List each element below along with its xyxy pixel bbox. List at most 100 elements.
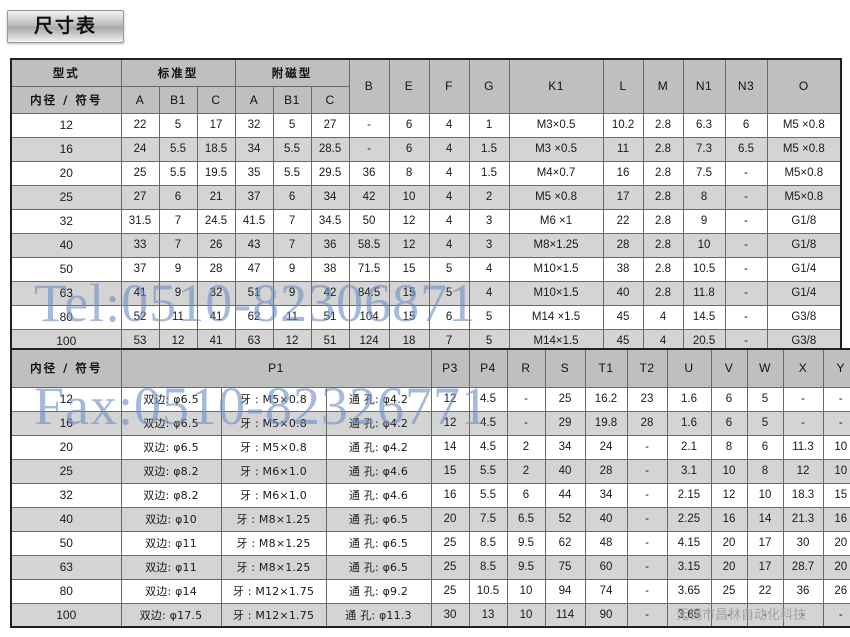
cell-value: 6 xyxy=(746,434,784,460)
cell-value: 14 xyxy=(746,506,784,532)
cell-value: M5 ×0.8 xyxy=(766,136,842,162)
cell-value: 25 xyxy=(120,160,160,186)
header-row-mounting: 内径 / 符号 P1 P3 P4 R S T1 T2 U V W X Y xyxy=(10,348,850,388)
cell-value: 29 xyxy=(544,410,586,436)
cell-value: - xyxy=(822,602,850,628)
cell-value: - xyxy=(724,256,768,282)
cell-p1-part-2: 牙 : M12×1.75 xyxy=(220,578,327,604)
cell-p1-part-3: 通 孔: φ6.5 xyxy=(325,530,432,556)
header-col-P1: P1 xyxy=(120,348,432,388)
cell-value: 10 xyxy=(822,434,850,460)
cell-value: - xyxy=(782,386,824,412)
cell-bore-size: 12 xyxy=(10,112,122,138)
cell-value: 90 xyxy=(584,602,628,628)
cell-value: 34.5 xyxy=(310,208,350,234)
cell-value: 33 xyxy=(120,232,160,258)
cell-bore-size: 25 xyxy=(10,184,122,210)
cell-bore-size: 32 xyxy=(10,208,122,234)
header-col-O: O xyxy=(766,58,842,114)
header-col-X: X xyxy=(782,348,824,388)
cell-value: 20 xyxy=(822,554,850,580)
cell-value: - xyxy=(626,434,668,460)
cell-value: 48 xyxy=(584,530,628,556)
cell-p1-part-1: 双边: φ6.5 xyxy=(120,386,222,412)
cell-value: 22 xyxy=(602,208,644,234)
cell-value: - xyxy=(348,112,390,138)
cell-value: 3.65 xyxy=(666,578,712,604)
cell-value: 4 xyxy=(428,232,470,258)
cell-value: 7 xyxy=(158,208,198,234)
cell-value: M6 ×1 xyxy=(508,208,604,234)
cell-p1-part-2: 牙 : M8×1.25 xyxy=(220,554,327,580)
cell-value: 4.15 xyxy=(666,530,712,556)
cell-p1-part-3: 通 孔: φ9.2 xyxy=(325,578,432,604)
cell-bore-size: 80 xyxy=(10,578,122,604)
cell-value: 12 xyxy=(388,208,430,234)
cell-value: 3.1 xyxy=(666,458,712,484)
header-col-B: B xyxy=(348,58,390,114)
cell-value: 51 xyxy=(310,304,350,330)
cell-value: 1.6 xyxy=(666,386,712,412)
cell-value: 94 xyxy=(544,578,586,604)
cell-value: 22 xyxy=(120,112,160,138)
cell-p1-part-1: 双边: φ6.5 xyxy=(120,410,222,436)
header-mag-C: C xyxy=(310,85,350,114)
cell-value: 6 xyxy=(388,112,430,138)
cell-value: 6 xyxy=(710,386,748,412)
table-row: 16 24 5.5 18.5 34 5.5 28.5-6 4 1.5 M3 ×0.5 11 2.8 7.… xyxy=(10,136,842,162)
cell-value: 45 xyxy=(602,304,644,330)
header-col-L: L xyxy=(602,58,644,114)
cell-value: 9 xyxy=(158,280,198,306)
cell-value: 17 xyxy=(746,530,784,556)
cell-value: M5 ×0.8 xyxy=(766,112,842,138)
cell-value: 42 xyxy=(348,184,390,210)
cell-value: 29.5 xyxy=(310,160,350,186)
table-row: 12 22 5 17 32 5 27-6 4 1 M3×0.5 10.2 2.8 6.3 6 M5 ×0.8 xyxy=(10,112,842,138)
table-row: 40 双边: φ10 牙 : M8×1.25 通 孔: φ6.5 20 7.5 6.5 52 4… xyxy=(10,506,850,532)
cell-value: 41.5 xyxy=(234,208,274,234)
cell-p1-part-3: 通 孔: φ4.2 xyxy=(325,386,432,412)
cell-value: 37 xyxy=(120,256,160,282)
cell-value: 10 xyxy=(710,458,748,484)
cell-p1-part-2: 牙 : M8×1.25 xyxy=(220,506,327,532)
cell-bore-size: 12 xyxy=(10,386,122,412)
header-mag-A: A xyxy=(234,85,274,114)
cell-value: M10×1.5 xyxy=(508,280,604,306)
table-standard-body: 12 22 5 17 32 5 27-6 4 1 M3×0.5 10.2 2.8 6.3 6 M5 ×0.8… xyxy=(10,112,842,354)
header-standard-type: 标准型 xyxy=(120,58,236,87)
cell-value: 9 xyxy=(158,256,198,282)
cell-value: 1.5 xyxy=(468,160,510,186)
cell-value: 40 xyxy=(602,280,644,306)
cell-p1-part-2: 牙 : M5×0.8 xyxy=(220,434,327,460)
cell-value: 4.5 xyxy=(468,434,508,460)
cell-value: 4 xyxy=(428,136,470,162)
cell-value: 25 xyxy=(710,578,748,604)
cell-bore-size: 20 xyxy=(10,160,122,186)
cell-value: G3/8 xyxy=(766,304,842,330)
cell-value: 36 xyxy=(348,160,390,186)
cell-value: M3×0.5 xyxy=(508,112,604,138)
cell-value: 16 xyxy=(710,506,748,532)
cell-value: 38 xyxy=(310,256,350,282)
cell-value: 2.8 xyxy=(642,256,684,282)
cell-value: 5.5 xyxy=(158,160,198,186)
cell-value: 43 xyxy=(234,232,274,258)
cell-p1-part-2: 牙 : M12×1.75 xyxy=(220,602,327,628)
cell-value: 11 xyxy=(272,304,312,330)
cell-value: 9.5 xyxy=(506,530,546,556)
cell-value: 34 xyxy=(584,482,628,508)
cell-value: 6 xyxy=(158,184,198,210)
table-standard-header: 型式 标准型 附磁型 B E F G K1 L M N1 N3 O 内径 / 符… xyxy=(10,58,842,114)
cell-value: 8 xyxy=(682,184,726,210)
table-mounting-body: 12 双边: φ6.5 牙 : M5×0.8 通 孔: φ4.2 12 4.5-25 16.… xyxy=(10,386,850,628)
cell-value: G1/4 xyxy=(766,256,842,282)
cell-value: - xyxy=(506,386,546,412)
cell-bore-size: 16 xyxy=(10,410,122,436)
header-col-T1: T1 xyxy=(584,348,628,388)
cell-value: 41 xyxy=(196,304,236,330)
cell-value: 2.8 xyxy=(642,208,684,234)
cell-value: 1 xyxy=(468,112,510,138)
cell-p1-part-2: 牙 : M5×0.8 xyxy=(220,386,327,412)
cell-value: 10 xyxy=(388,184,430,210)
cell-value: 12 xyxy=(782,458,824,484)
